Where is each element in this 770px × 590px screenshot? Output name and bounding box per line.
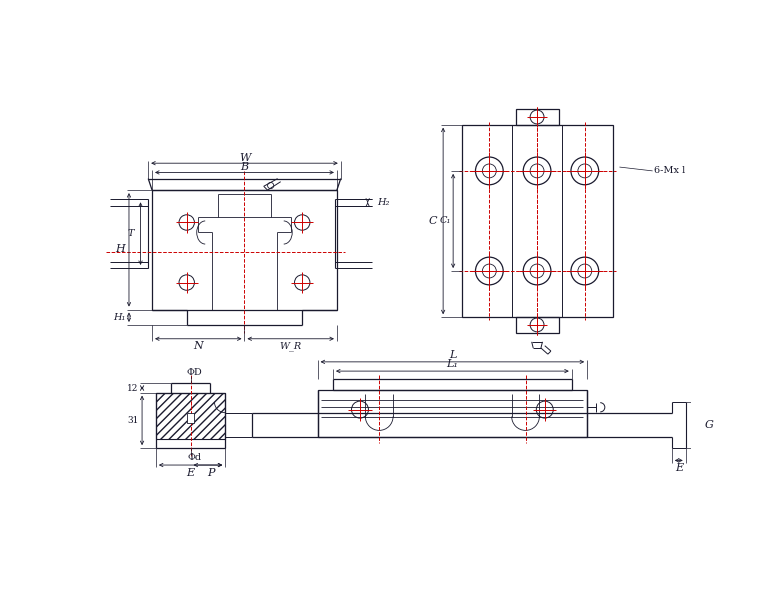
Text: H₂: H₂ bbox=[377, 198, 390, 207]
Bar bbox=[156, 393, 226, 439]
Text: H: H bbox=[115, 244, 125, 254]
Bar bbox=[516, 317, 559, 333]
Bar bbox=[317, 391, 587, 437]
Bar bbox=[462, 124, 613, 317]
Text: B: B bbox=[240, 162, 249, 172]
Text: L: L bbox=[449, 350, 456, 360]
Text: E: E bbox=[186, 468, 195, 478]
Text: G: G bbox=[705, 420, 713, 430]
Text: 6-Mx l: 6-Mx l bbox=[654, 166, 685, 175]
Text: T: T bbox=[127, 229, 134, 238]
Text: C: C bbox=[429, 216, 437, 226]
Text: E: E bbox=[675, 463, 683, 473]
Text: L₁: L₁ bbox=[447, 359, 458, 369]
Text: ΦD: ΦD bbox=[186, 368, 203, 377]
Bar bbox=[152, 190, 337, 310]
Text: H₁: H₁ bbox=[112, 313, 126, 322]
Bar bbox=[186, 414, 194, 422]
Text: P: P bbox=[208, 468, 215, 478]
Text: W_R: W_R bbox=[280, 342, 302, 351]
Text: C₁: C₁ bbox=[440, 217, 451, 225]
Bar bbox=[516, 109, 559, 124]
Text: N: N bbox=[193, 342, 203, 352]
Text: 12: 12 bbox=[127, 384, 139, 392]
Text: Φd: Φd bbox=[187, 453, 202, 462]
Text: 31: 31 bbox=[127, 416, 139, 425]
Text: W: W bbox=[239, 153, 250, 163]
